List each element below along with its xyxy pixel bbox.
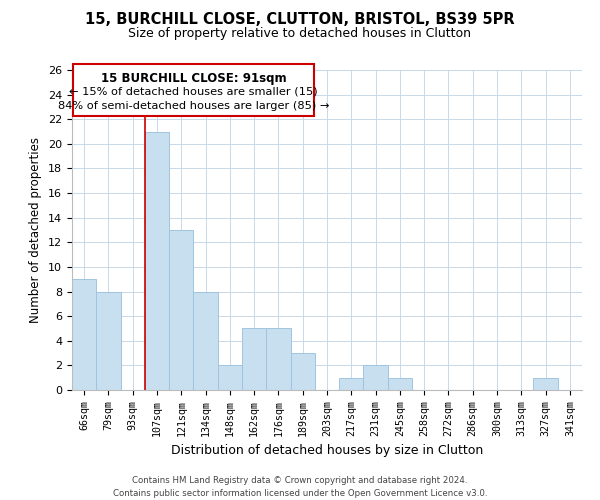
Text: Size of property relative to detached houses in Clutton: Size of property relative to detached ho… [128, 28, 472, 40]
Bar [266, 328, 290, 390]
Text: 15 BURCHILL CLOSE: 91sqm: 15 BURCHILL CLOSE: 91sqm [101, 72, 286, 86]
Bar [388, 378, 412, 390]
Text: 84% of semi-detached houses are larger (85) →: 84% of semi-detached houses are larger (… [58, 101, 329, 111]
Y-axis label: Number of detached properties: Number of detached properties [29, 137, 43, 323]
Bar [96, 292, 121, 390]
Text: Contains public sector information licensed under the Open Government Licence v3: Contains public sector information licen… [113, 489, 487, 498]
Bar [73, 64, 314, 116]
Text: Contains HM Land Registry data © Crown copyright and database right 2024.: Contains HM Land Registry data © Crown c… [132, 476, 468, 485]
Bar [242, 328, 266, 390]
Bar [364, 366, 388, 390]
Bar [290, 353, 315, 390]
Text: 15, BURCHILL CLOSE, CLUTTON, BRISTOL, BS39 5PR: 15, BURCHILL CLOSE, CLUTTON, BRISTOL, BS… [85, 12, 515, 28]
Bar [169, 230, 193, 390]
Bar [193, 292, 218, 390]
Bar [72, 279, 96, 390]
Bar [339, 378, 364, 390]
Bar [218, 366, 242, 390]
Text: ← 15% of detached houses are smaller (15): ← 15% of detached houses are smaller (15… [69, 86, 318, 96]
Bar [533, 378, 558, 390]
Bar [145, 132, 169, 390]
X-axis label: Distribution of detached houses by size in Clutton: Distribution of detached houses by size … [171, 444, 483, 457]
